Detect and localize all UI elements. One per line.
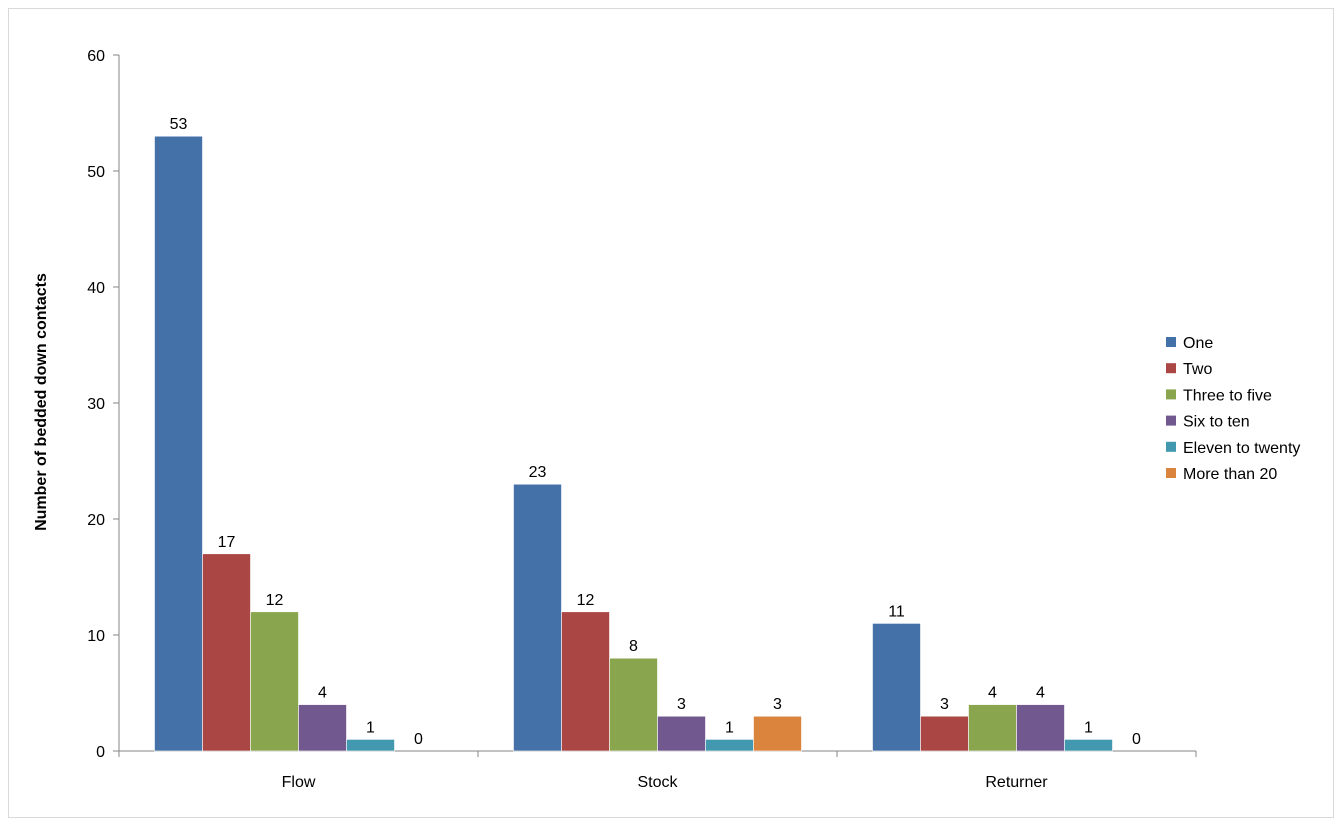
data-label: 4 [318,685,327,702]
data-label: 1 [725,719,734,736]
data-label: 0 [1132,731,1141,748]
y-tick-label: 60 [87,48,105,65]
y-tick-label: 10 [87,628,105,645]
legend: One Two Three to five Six to ten Eleven to t… [1166,335,1300,483]
data-label: 12 [577,592,595,609]
bar [753,715,802,752]
legend-swatch [1166,363,1176,374]
y-tick-label: 30 [87,396,105,413]
bar [968,704,1017,752]
data-label: 3 [677,696,686,713]
legend-item: Six to ten [1183,414,1250,431]
bar [920,715,969,752]
bar [705,739,754,752]
bar [657,715,706,752]
bar [154,135,203,752]
data-label: 1 [366,719,375,736]
legend-swatch [1166,337,1176,347]
bar [872,623,921,752]
y-axis-title: Number of bedded down contacts [33,273,50,531]
bar [346,739,395,752]
data-label: 12 [266,592,284,609]
data-label: 4 [1036,685,1045,702]
legend-swatch [1166,389,1176,400]
bar [561,611,610,752]
data-label: 1 [1084,719,1093,736]
data-label: 3 [940,696,949,713]
bar [513,483,562,752]
x-tick-label: Stock [637,774,678,791]
data-label: 11 [888,603,905,620]
legend-item: One [1183,335,1213,352]
bar [1016,704,1065,752]
bars [154,135,1113,752]
legend-item: Eleven to twenty [1183,440,1300,457]
y-tick-label: 40 [87,280,105,297]
data-label: 53 [170,116,188,133]
x-tick-label: Flow [282,774,316,791]
data-label: 17 [218,534,236,551]
data-label: 8 [629,638,638,655]
data-label: 4 [988,685,997,702]
bar [298,704,347,752]
bar [609,657,658,752]
y-tick-label: 20 [87,512,105,529]
legend-swatch [1166,415,1176,426]
data-label: 3 [773,696,782,713]
bar [1064,739,1113,752]
bar [250,611,299,752]
legend-swatch [1166,468,1176,478]
legend-item: More than 20 [1183,466,1277,483]
data-labels: 53 17 12 4 1 0 23 12 8 3 1 3 11 3 4 4 1 0 [170,116,1141,748]
y-tick-label: 0 [96,744,105,761]
data-label: 23 [529,464,547,481]
legend-item: Two [1183,361,1212,378]
data-label: 0 [414,731,423,748]
bar [202,553,251,752]
y-tick-label: 50 [87,164,105,181]
legend-swatch [1166,441,1176,452]
x-tick-label: Returner [985,774,1048,791]
legend-item: Three to five [1183,387,1272,404]
